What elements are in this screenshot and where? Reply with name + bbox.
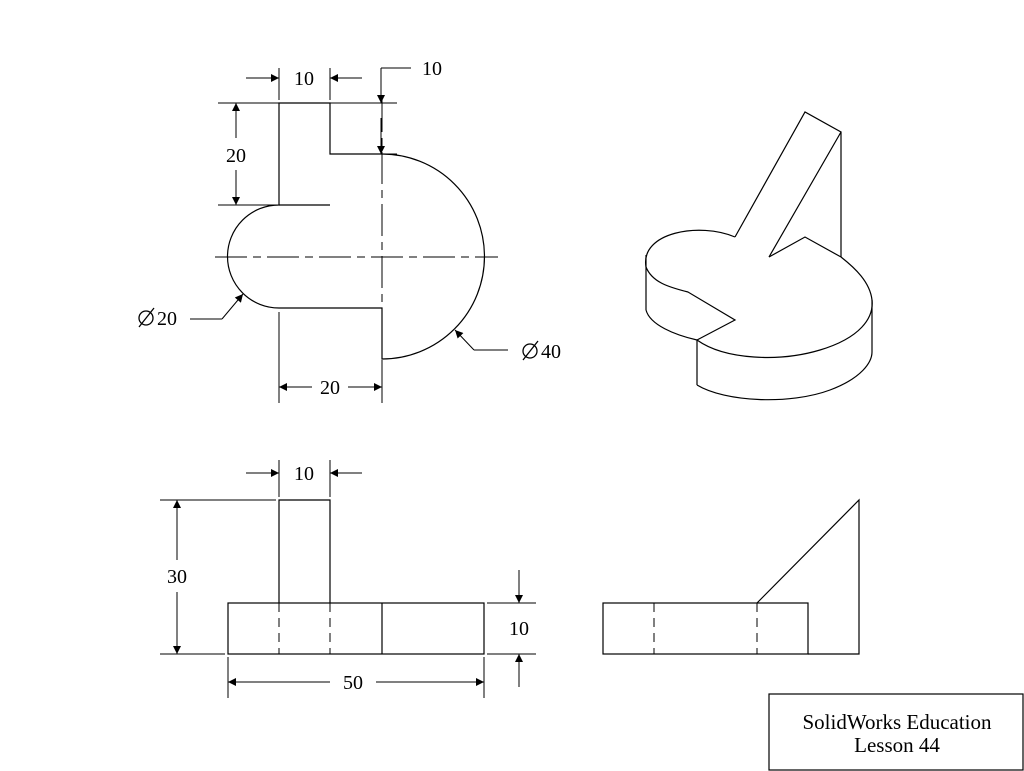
dim-text-hole-diameter: 20: [157, 308, 177, 330]
dim-total-length: 50: [227, 657, 485, 698]
front-view-fin: [278, 499, 331, 603]
title-block-line1: SolidWorks Education: [802, 710, 992, 734]
side-view: [602, 498, 860, 655]
dim-text-base-height: 10: [509, 618, 529, 640]
dim-tab-width-top: 10: [246, 68, 362, 100]
diameter-icon: [522, 340, 539, 361]
dim-depth: 20: [278, 312, 383, 403]
dim-tab-height: 20: [218, 102, 279, 206]
top-view: 10 10 20 20: [138, 58, 561, 403]
dim-text-total-length: 50: [343, 672, 363, 694]
dim-base-height: 10: [487, 570, 536, 687]
diameter-icon: [138, 307, 155, 328]
dim-total-height: 30: [160, 499, 276, 655]
dim-fin-width: 10: [246, 460, 362, 497]
isometric-view: [645, 111, 873, 401]
dim-text-depth: 20: [320, 377, 340, 399]
dim-hole-diameter: 20: [138, 293, 244, 330]
dim-text-tab-height: 20: [226, 145, 246, 167]
dim-text-tab-width: 10: [294, 68, 314, 90]
dim-text-fin-width: 10: [294, 463, 314, 485]
front-view-base: [227, 602, 485, 655]
front-view: 10 30 10 50: [160, 460, 536, 698]
title-block-line2: Lesson 44: [854, 733, 940, 757]
dim-text-step-offset: 10: [422, 58, 442, 80]
dim-text-total-height: 30: [167, 566, 187, 588]
dim-text-arc-diameter: 40: [541, 341, 561, 363]
top-view-outline: [226, 102, 486, 360]
dim-step-offset: 10: [330, 58, 442, 155]
dim-arc-diameter: 40: [454, 329, 561, 363]
side-view-fin: [756, 498, 860, 655]
side-view-base: [602, 602, 809, 655]
title-block: SolidWorks Education Lesson 44: [768, 693, 1024, 771]
